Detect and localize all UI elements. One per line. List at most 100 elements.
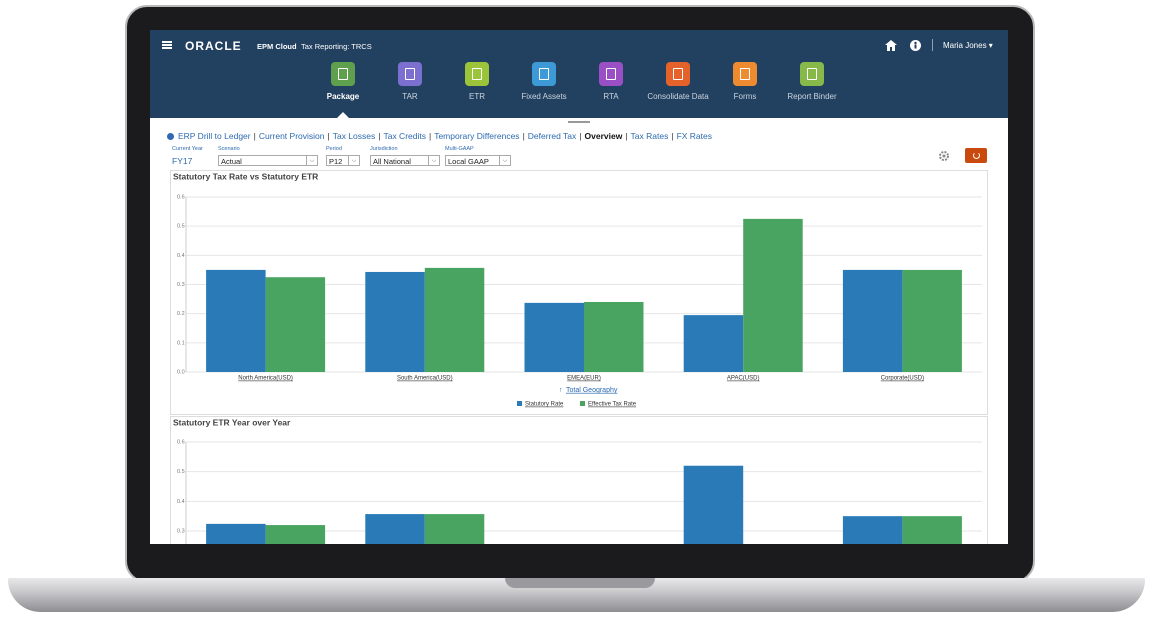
- icon-glyph: [405, 68, 415, 80]
- filter-select[interactable]: All National ⌵: [370, 155, 440, 166]
- filter-value: All National: [373, 157, 411, 166]
- icon-glyph: [539, 68, 549, 80]
- separator: |: [428, 131, 432, 141]
- breadcrumb-link[interactable]: Tax Rates: [630, 131, 669, 141]
- nav-icon[interactable]: [398, 62, 422, 86]
- bar: [365, 514, 425, 544]
- home-icon[interactable]: [885, 40, 897, 51]
- bar: [902, 516, 962, 544]
- accessibility-icon[interactable]: [910, 40, 921, 51]
- y-tick-label: 0.4: [177, 499, 185, 505]
- filter-value: FY17: [172, 156, 193, 166]
- divider: [932, 39, 933, 51]
- nav-label[interactable]: Forms: [733, 92, 757, 101]
- nav-label[interactable]: Package: [326, 92, 360, 101]
- y-tick-label: 0.2: [177, 311, 185, 317]
- x-tick-label: Corporate(USD): [881, 376, 924, 382]
- nav-icon[interactable]: [800, 62, 824, 86]
- breadcrumb-link[interactable]: Temporary Differences: [434, 131, 520, 141]
- filter-select[interactable]: Local GAAP ⌵: [445, 155, 511, 166]
- user-name[interactable]: Maria Jones ▾: [943, 41, 993, 50]
- drill-icon: [167, 133, 174, 140]
- x-tick-label: EMEA(EUR): [567, 376, 601, 382]
- drill-arrow: ↑: [559, 387, 563, 394]
- settings-icon[interactable]: [939, 151, 949, 161]
- charts: Statutory Tax Rate vs Statutory ETR 0.0 0.…: [173, 171, 982, 544]
- y-tick-label: 0.6: [177, 194, 185, 200]
- y-tick-label: 0.6: [177, 439, 185, 445]
- product: EPM Cloud: [257, 42, 297, 51]
- separator: |: [327, 131, 330, 141]
- separator: |: [671, 131, 674, 141]
- y-tick-label: 0.5: [177, 224, 185, 230]
- separator: |: [579, 131, 582, 141]
- brand: ORACLE: [185, 39, 242, 53]
- breadcrumb-link[interactable]: Tax Losses: [332, 131, 376, 141]
- separator: |: [522, 131, 525, 141]
- nav-label[interactable]: RTA: [603, 92, 619, 101]
- dropdown-arrow: ⌵: [428, 156, 439, 165]
- screen: ORACLE EPM Cloud Tax Reporting: TRCS Mar…: [150, 30, 1008, 544]
- nav-icon[interactable]: [465, 62, 489, 86]
- y-tick-label: 0.3: [177, 282, 185, 288]
- bar: [206, 523, 266, 544]
- laptop-notch: [505, 578, 655, 588]
- bar: [842, 269, 903, 372]
- breadcrumb-link[interactable]: ERP Drill to Ledger: [178, 131, 251, 141]
- nav-label[interactable]: Fixed Assets: [521, 92, 567, 101]
- bar: [365, 271, 425, 372]
- icon-glyph: [673, 68, 683, 80]
- chart-panel: [170, 170, 988, 415]
- separator: |: [253, 131, 256, 141]
- y-tick-label: 0.5: [177, 469, 185, 475]
- filter-label: Current Year: [172, 146, 203, 152]
- nav-icon[interactable]: [666, 62, 690, 86]
- breadcrumb-link[interactable]: Overview: [584, 131, 623, 141]
- breadcrumb-link[interactable]: Current Provision: [258, 131, 325, 141]
- nav-icon[interactable]: [532, 62, 556, 86]
- nav-icon[interactable]: [599, 62, 623, 86]
- top-bar: ORACLE EPM Cloud Tax Reporting: TRCS Mar…: [150, 30, 1008, 118]
- nav-icon[interactable]: [733, 62, 757, 86]
- nav-label[interactable]: Report Binder: [787, 92, 837, 101]
- drill-link[interactable]: Total Geography: [566, 387, 618, 394]
- bar: [424, 267, 485, 372]
- x-tick-label: North America(USD): [238, 376, 293, 382]
- y-tick-label: 0.3: [177, 528, 185, 534]
- filter-value: Local GAAP: [448, 157, 489, 166]
- x-tick-label: APAC(USD): [727, 376, 760, 382]
- refresh-button[interactable]: [965, 148, 987, 163]
- filter-select[interactable]: P12 ⌵: [326, 155, 360, 166]
- separator: |: [378, 131, 381, 141]
- bar: [206, 269, 266, 372]
- chart-title: Statutory ETR Year over Year: [173, 417, 291, 427]
- bar: [265, 277, 326, 372]
- nav-icon[interactable]: [331, 62, 355, 86]
- filter-label: Jurisdiction: [370, 146, 398, 152]
- bar: [842, 516, 903, 544]
- dropdown-arrow: ⌵: [499, 156, 510, 165]
- x-tick-label: South America(USD): [397, 376, 453, 382]
- app-name: Tax Reporting: TRCS: [301, 42, 372, 51]
- filter-value: P12: [329, 157, 343, 166]
- chart-title: Statutory Tax Rate vs Statutory ETR: [173, 171, 318, 181]
- filter-label: Multi-GAAP: [445, 146, 474, 152]
- breadcrumb-link[interactable]: Deferred Tax: [527, 131, 577, 141]
- bar: [902, 269, 962, 372]
- nav-label[interactable]: Consolidate Data: [647, 92, 709, 101]
- filter-value: Actual: [221, 157, 242, 166]
- y-tick-label: 0.1: [177, 340, 185, 346]
- y-tick-label: 0.4: [177, 253, 185, 259]
- filter-label: Scenario: [218, 146, 240, 152]
- scroll-handle: [568, 121, 590, 123]
- breadcrumb-link[interactable]: Tax Credits: [383, 131, 426, 141]
- nav-label[interactable]: ETR: [469, 92, 485, 101]
- legend-swatch: [580, 401, 585, 406]
- dropdown-arrow: ⌵: [348, 156, 359, 165]
- bar: [265, 525, 326, 544]
- breadcrumb-link[interactable]: FX Rates: [676, 131, 712, 141]
- filter-select[interactable]: Actual ⌵: [218, 155, 318, 166]
- menu-icon[interactable]: [162, 41, 172, 49]
- nav-label[interactable]: TAR: [402, 92, 418, 101]
